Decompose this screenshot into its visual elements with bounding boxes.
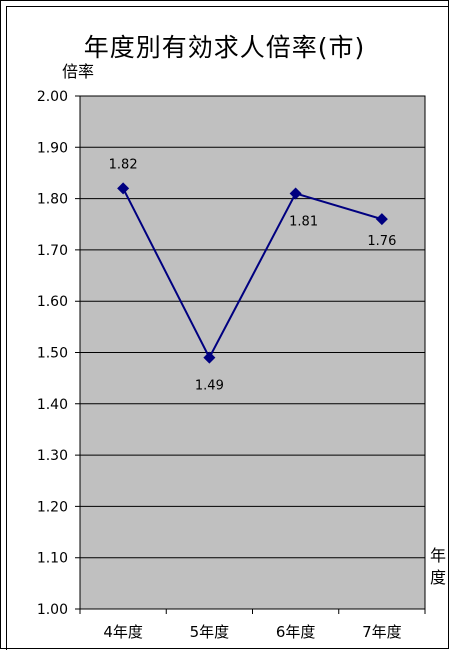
y-tick-label: 1.10 — [37, 551, 68, 567]
x-tick-label: 4年度 — [103, 623, 143, 641]
x-axis-label: 年度 — [429, 545, 447, 589]
y-tick-label: 1.20 — [37, 499, 68, 515]
x-tick-label: 7年度 — [362, 623, 402, 641]
chart-title: 年度別有効求人倍率(市) — [83, 33, 366, 62]
data-point — [289, 187, 302, 200]
data-label: 1.76 — [367, 234, 396, 249]
y-tick-label: 2.00 — [37, 89, 68, 105]
series-line — [122, 187, 383, 360]
y-axis-label: 倍率 — [62, 62, 95, 81]
data-label: 1.81 — [289, 214, 318, 229]
data-point — [117, 182, 130, 195]
data-point — [375, 213, 388, 226]
y-tick-label: 1.30 — [37, 448, 68, 464]
inner-frame — [6, 6, 448, 650]
x-tick-label: 5年度 — [190, 623, 230, 641]
data-label: 1.82 — [109, 157, 138, 172]
data-label: 1.49 — [195, 379, 224, 394]
y-tick-label: 1.60 — [37, 294, 68, 310]
y-tick-label: 1.90 — [37, 140, 68, 156]
data-point — [203, 351, 216, 364]
y-tick-label: 1.50 — [37, 346, 68, 362]
x-axis-label-text: 年度 — [429, 546, 446, 587]
x-tick-label: 6年度 — [276, 623, 316, 641]
y-tick-label: 1.40 — [37, 397, 68, 413]
y-tick-label: 1.00 — [37, 602, 68, 618]
y-tick-label: 1.80 — [37, 192, 68, 208]
y-tick-label: 1.70 — [37, 243, 68, 259]
